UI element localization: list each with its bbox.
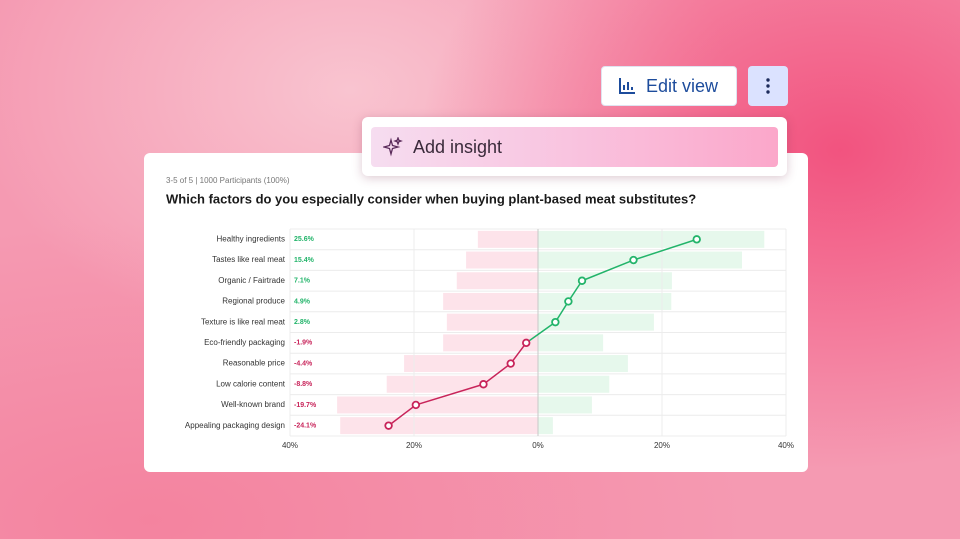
bar (538, 334, 604, 352)
x-tick-label: 20% (406, 441, 422, 450)
line-segment (633, 238, 697, 261)
x-tick-label: 40% (778, 441, 794, 450)
subtitle: 3-5 of 5 | 1000 Participants (100%) (166, 176, 290, 185)
category-label: Healthy ingredients (217, 234, 285, 243)
category-label: Appealing packaging design (185, 421, 285, 430)
line-point (564, 297, 573, 306)
bar (538, 396, 592, 414)
category-label: Tastes like real meat (212, 255, 286, 264)
line-segment (510, 342, 527, 364)
bar (466, 251, 538, 269)
value-label: 7.1% (294, 278, 311, 285)
line-point (384, 421, 393, 430)
line-point (506, 359, 515, 368)
edit-view-button[interactable]: Edit view (601, 66, 737, 106)
line-point (577, 276, 587, 285)
line-point (629, 255, 638, 265)
value-label: -4.4% (294, 360, 313, 367)
line-segment (525, 321, 556, 344)
x-tick-label: 40% (282, 441, 298, 450)
category-label: Eco-friendly packaging (204, 338, 285, 347)
value-label: -1.9% (294, 340, 313, 347)
line-point (479, 380, 488, 389)
bar (443, 292, 538, 310)
category-label: Texture is like real meat (201, 317, 286, 326)
bar (456, 272, 538, 290)
category-label: Reasonable price (223, 359, 286, 368)
bar (404, 355, 538, 373)
bar (337, 396, 538, 414)
edit-view-label: Edit view (646, 75, 719, 96)
x-tick-label: 20% (654, 441, 670, 450)
line-segment (415, 383, 484, 406)
bar (538, 375, 610, 393)
value-label: -8.8% (294, 381, 313, 388)
value-label: 4.9% (294, 298, 311, 305)
add-insight-label: Add insight (413, 136, 503, 157)
dots-icon (766, 78, 770, 94)
category-label: Well-known brand (221, 400, 285, 409)
bar (538, 272, 672, 290)
bar (446, 313, 538, 331)
add-insight-button[interactable]: Add insight (371, 127, 778, 167)
more-menu-button[interactable] (748, 66, 788, 106)
chart-title: Which factors do you especially consider… (166, 191, 696, 206)
value-label: -19.7% (294, 402, 317, 409)
bar (386, 375, 538, 393)
value-label: 2.8% (294, 319, 311, 326)
line-segment (581, 259, 634, 282)
bar (538, 230, 765, 248)
bar (538, 417, 553, 435)
category-label: Organic / Fairtrade (218, 276, 285, 285)
bar (538, 292, 672, 310)
insight-popover: Add insight (362, 117, 787, 176)
bar (477, 230, 538, 248)
category-label: Low calorie content (216, 379, 286, 388)
bar (340, 417, 538, 435)
bar (538, 313, 654, 331)
x-tick-label: 0% (532, 441, 544, 450)
sparkle-icon (383, 137, 403, 157)
bar (538, 251, 742, 269)
chart-icon (619, 78, 635, 94)
value-label: 15.4% (294, 257, 315, 264)
line-segment (482, 362, 512, 385)
line-point (692, 235, 701, 244)
value-label: 25.6% (294, 236, 315, 243)
line-point (522, 338, 531, 348)
line-point (411, 400, 421, 410)
category-label: Regional produce (222, 297, 285, 306)
bar (538, 355, 628, 373)
value-label: -24.1% (294, 422, 317, 429)
line-segment (388, 404, 417, 427)
line-point (551, 317, 560, 327)
bar (443, 334, 538, 352)
